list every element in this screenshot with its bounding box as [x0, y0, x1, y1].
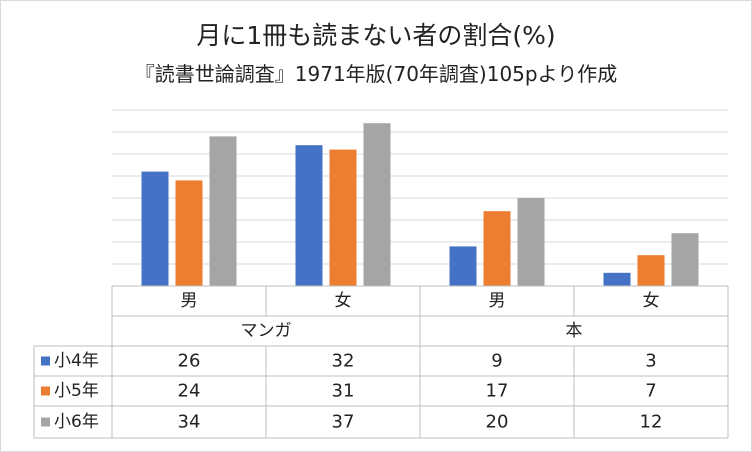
data-label: 20: [486, 412, 509, 433]
data-label: 12: [640, 412, 663, 433]
bar-小6年-2: [363, 123, 391, 286]
group-label: マンガ: [241, 321, 292, 341]
bar-小4年-1: [141, 171, 169, 286]
bar-小5年-2: [329, 149, 357, 286]
bar-小5年-3: [483, 211, 511, 286]
legend-label: 小6年: [54, 412, 99, 432]
bar-小5年-1: [175, 180, 203, 286]
legend-label: 小5年: [54, 381, 99, 401]
category-label: 男: [181, 291, 198, 311]
legend-key-小6年: [41, 417, 50, 427]
data-label: 32: [332, 351, 355, 372]
bar-小4年-2: [295, 145, 323, 286]
bar-小6年-1: [209, 136, 237, 286]
chart-subtitle: 『読書世論調査』1971年版(70年調査)105pより作成: [134, 62, 618, 86]
data-label: 31: [332, 381, 355, 402]
data-label: 9: [491, 351, 502, 372]
legend-key-小4年: [41, 356, 50, 366]
legend-label: 小4年: [54, 351, 99, 371]
legend-key-小5年: [41, 386, 50, 396]
category-label: 女: [643, 291, 660, 311]
bar-小4年-3: [449, 246, 477, 286]
data-label: 37: [332, 412, 355, 433]
group-label: 本: [566, 321, 583, 341]
chart-title: 月に1冊も読まない者の割合(%): [196, 21, 556, 50]
bar-小6年-4: [671, 233, 699, 286]
data-label: 24: [178, 381, 201, 402]
data-label: 7: [645, 381, 656, 402]
category-label: 女: [335, 291, 352, 311]
data-label: 3: [645, 351, 656, 372]
data-label: 34: [178, 412, 201, 433]
category-label: 男: [489, 291, 506, 311]
bar-小4年-4: [603, 272, 631, 286]
data-label: 17: [486, 381, 509, 402]
bar-小5年-4: [637, 255, 665, 286]
data-label: 26: [178, 351, 201, 372]
bar-小6年-3: [517, 198, 545, 286]
